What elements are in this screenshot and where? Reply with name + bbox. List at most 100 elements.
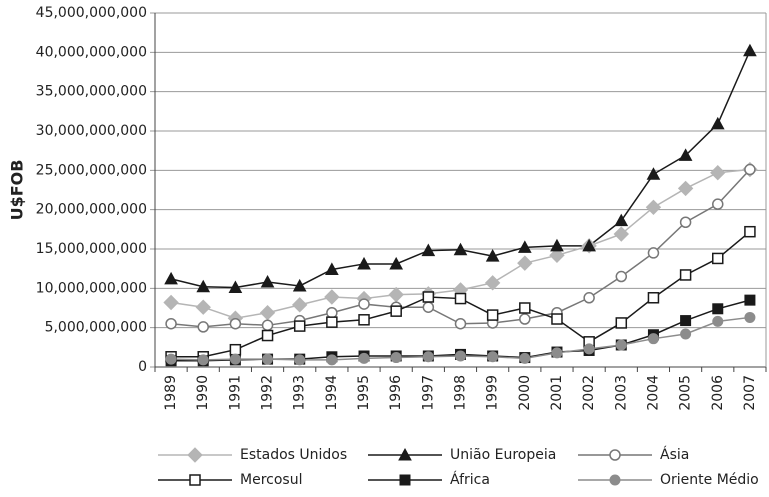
data-point xyxy=(549,247,565,264)
data-point xyxy=(388,286,404,303)
x-tick-label: 2002 xyxy=(581,375,597,411)
y-tick-label: 35,000,000,000 xyxy=(36,84,147,100)
data-point xyxy=(422,351,434,363)
data-point xyxy=(583,292,595,304)
data-point xyxy=(229,317,242,330)
data-point xyxy=(421,243,436,257)
data-point xyxy=(389,256,404,270)
data-point xyxy=(197,321,209,333)
y-axis-label: U$FOB xyxy=(8,160,27,221)
legend-label: União Europeia xyxy=(450,447,556,463)
data-point xyxy=(487,351,499,363)
data-point xyxy=(744,294,756,306)
data-point xyxy=(261,319,274,332)
data-point xyxy=(455,350,466,362)
legend-label: Estados Unidos xyxy=(240,447,347,463)
data-point xyxy=(680,328,692,340)
x-tick-label: 2005 xyxy=(678,375,694,411)
x-tick-label: 2000 xyxy=(517,375,533,411)
data-point xyxy=(712,198,724,210)
data-point xyxy=(165,353,177,365)
data-point xyxy=(615,317,628,329)
data-point xyxy=(229,353,241,365)
data-point xyxy=(262,353,274,365)
data-point xyxy=(647,292,660,304)
legend-label: Oriente Médio xyxy=(660,472,759,488)
data-point xyxy=(517,240,532,253)
data-point xyxy=(229,343,242,356)
data-point xyxy=(259,305,276,321)
data-point xyxy=(484,275,501,291)
data-point xyxy=(613,226,629,242)
data-point xyxy=(453,242,468,256)
data-point xyxy=(325,262,339,275)
data-point xyxy=(583,343,595,355)
x-tick-label: 1992 xyxy=(260,375,276,411)
y-tick-label: 15,000,000,000 xyxy=(36,241,147,257)
x-tick-label: 1994 xyxy=(324,375,340,411)
data-point xyxy=(710,164,726,181)
legend-marker xyxy=(399,474,411,486)
data-point xyxy=(582,238,596,252)
data-point xyxy=(292,297,308,313)
data-point xyxy=(486,309,499,321)
y-tick-label: 20,000,000,000 xyxy=(36,202,147,218)
data-point xyxy=(519,302,531,314)
x-tick-label: 1999 xyxy=(485,375,501,411)
y-tick-label: 10,000,000,000 xyxy=(36,280,147,296)
data-point xyxy=(390,305,402,317)
data-point xyxy=(165,317,177,330)
data-point xyxy=(358,314,370,326)
y-tick-label: 25,000,000,000 xyxy=(36,162,147,178)
x-tick-label: 1995 xyxy=(356,375,372,411)
data-point xyxy=(743,43,757,57)
data-point xyxy=(519,352,531,364)
data-point xyxy=(326,306,338,319)
data-point xyxy=(680,315,692,327)
data-point xyxy=(679,269,692,281)
legend-marker xyxy=(187,447,203,463)
data-point xyxy=(551,347,563,359)
data-point xyxy=(164,271,178,285)
data-point xyxy=(197,354,209,366)
data-point xyxy=(196,279,211,293)
data-point xyxy=(712,252,724,265)
data-point xyxy=(357,256,371,270)
x-tick-label: 1993 xyxy=(292,375,308,411)
legend-label: África xyxy=(450,471,490,488)
x-tick-label: 1989 xyxy=(163,375,179,411)
x-tick-label: 2004 xyxy=(645,375,661,411)
data-point xyxy=(422,301,435,313)
data-point xyxy=(710,116,725,130)
data-point xyxy=(390,352,402,364)
data-point xyxy=(422,291,435,303)
x-tick-label: 1997 xyxy=(420,375,436,411)
legend-marker xyxy=(398,447,412,461)
data-point xyxy=(261,329,274,342)
data-point xyxy=(293,320,306,332)
legend-marker xyxy=(609,474,621,486)
data-point xyxy=(744,311,756,323)
data-point xyxy=(326,354,338,366)
data-point xyxy=(163,294,179,311)
data-point xyxy=(454,292,467,305)
data-point xyxy=(678,148,693,161)
x-tick-label: 2003 xyxy=(613,375,629,411)
y-tick-label: 0 xyxy=(138,359,147,375)
data-point xyxy=(294,354,306,366)
data-point xyxy=(517,255,533,271)
x-tick-label: 1996 xyxy=(388,375,404,411)
data-point xyxy=(712,303,724,315)
data-point xyxy=(647,247,660,259)
x-tick-label: 2007 xyxy=(742,375,758,411)
x-tick-label: 2001 xyxy=(549,375,565,411)
data-point xyxy=(260,274,275,288)
data-point xyxy=(550,238,564,252)
data-point xyxy=(614,213,629,227)
data-point xyxy=(326,316,338,328)
data-point xyxy=(744,225,756,238)
data-point xyxy=(358,298,370,310)
data-point xyxy=(519,313,531,325)
data-point xyxy=(228,280,243,294)
data-point xyxy=(647,333,659,345)
